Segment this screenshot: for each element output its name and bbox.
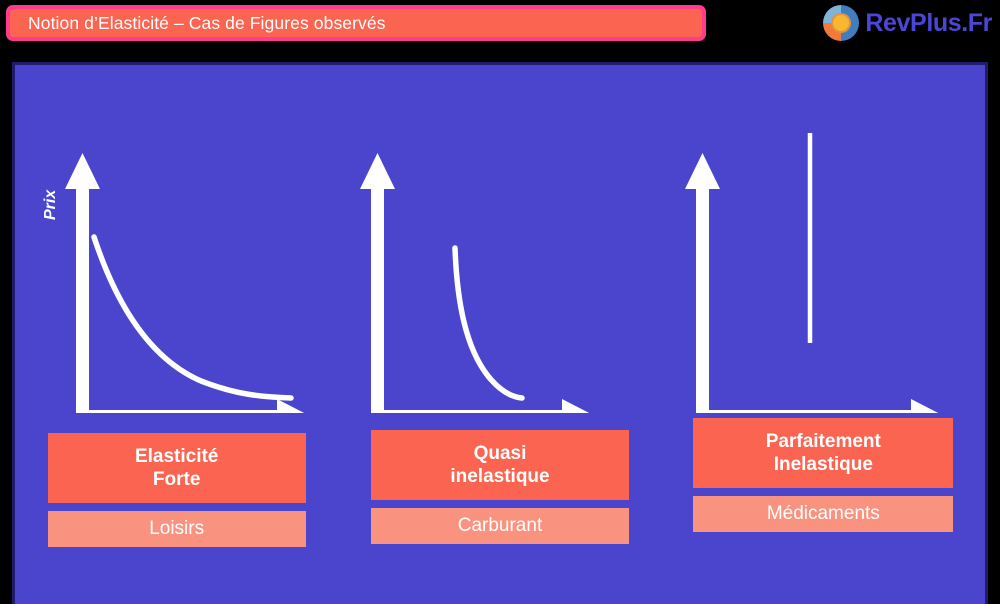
diagram-panel: Prix Demande Elasticité Forte Loisirs [12,62,988,604]
chart-elasticite-forte: Prix Demande [15,65,338,413]
case-elasticite-forte: Prix Demande Elasticité Forte Loisirs [15,65,338,604]
case-title-quasi-inelastique[interactable]: Quasi inelastique [370,430,629,501]
x-axis [371,399,590,413]
case-example-medicaments[interactable]: Médicaments [693,496,954,533]
case-title-elasticite-forte[interactable]: Elasticité Forte [47,433,306,504]
case-example-carburant[interactable]: Carburant [370,508,629,545]
y-axis [360,153,396,413]
page-title: Notion d’Elasticité – Cas de Figures obs… [28,12,386,33]
case-parfaitement-inelastique: Parfaitement Inelastique Médicaments [662,65,985,604]
case-title-parfaitement-inelastique[interactable]: Parfaitement Inelastique [693,418,954,489]
elasticity-cases-row: Prix Demande Elasticité Forte Loisirs [15,65,985,604]
labels-parfaitement-inelastique: Parfaitement Inelastique Médicaments [662,418,985,533]
y-axis [65,153,100,413]
demand-curve [91,234,294,401]
chart-parfaitement-inelastique [662,65,985,413]
brand-logo[interactable]: RevPlus.Fr [823,3,992,43]
x-axis [76,399,305,413]
case-example-loisirs[interactable]: Loisirs [47,511,306,548]
demand-curve [452,245,526,401]
page-header: Notion d’Elasticité – Cas de Figures obs… [0,0,1000,52]
chart-quasi-inelastique [338,65,661,413]
circular-quadrant-logo-icon [823,5,860,41]
case-quasi-inelastique: Quasi inelastique Carburant [338,65,661,604]
title-banner: Notion d’Elasticité – Cas de Figures obs… [6,5,706,41]
brand-name: RevPlus.Fr [865,8,992,37]
y-axis [684,153,720,413]
y-axis-label: Prix [42,189,59,220]
x-axis [695,399,938,413]
labels-quasi-inelastique: Quasi inelastique Carburant [338,430,661,545]
labels-elasticite-forte: Elasticité Forte Loisirs [15,433,338,548]
